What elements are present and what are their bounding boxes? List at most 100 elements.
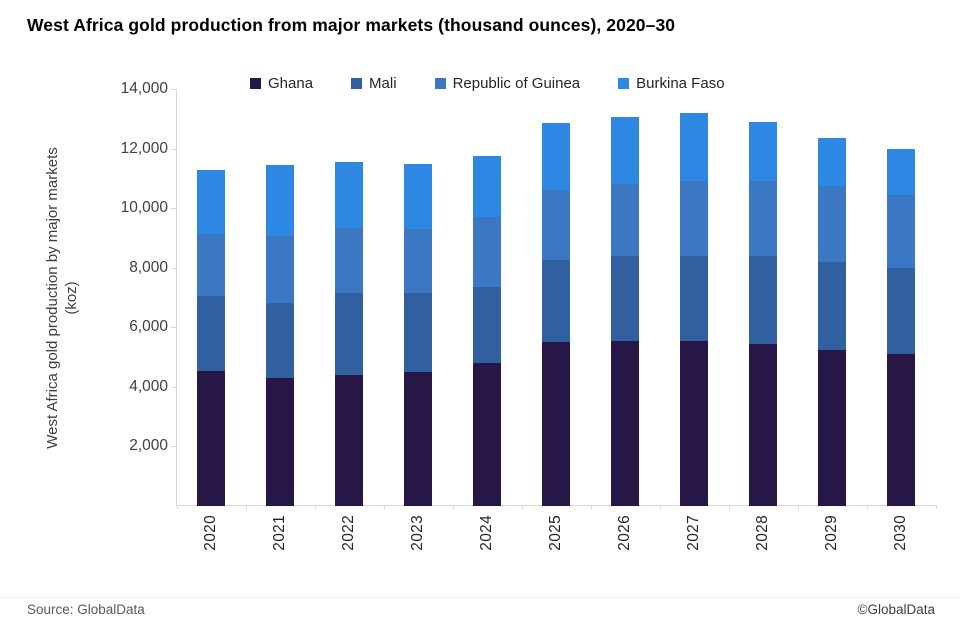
- bar-segment-mali-2029: [817, 261, 846, 350]
- y-tick-mark: [171, 446, 176, 448]
- bar-segment-mali-2022: [335, 293, 364, 375]
- bar-segment-republic-of-guinea-2029: [817, 185, 846, 262]
- x-tick-mark: [384, 505, 385, 509]
- bar-segment-burkina-faso-2021: [266, 164, 295, 237]
- bar-column-2028: 2028: [728, 89, 797, 551]
- bar-segment-republic-of-guinea-2021: [266, 236, 295, 304]
- bar-segment-mali-2021: [266, 303, 295, 378]
- x-tick-mark: [453, 505, 454, 509]
- y-tick-label: 10,000: [120, 199, 168, 217]
- x-axis-label-2025: 2025: [546, 515, 564, 551]
- bar-segment-republic-of-guinea-2027: [679, 181, 708, 256]
- y-tick-mark: [171, 208, 176, 210]
- x-axis-label-2021: 2021: [271, 515, 289, 551]
- y-tick-label: 4,000: [129, 377, 168, 395]
- bar-column-2025: 2025: [522, 89, 591, 551]
- bar-segment-ghana-2029: [817, 349, 846, 506]
- x-axis-label-2029: 2029: [822, 515, 840, 551]
- bar-stack-2020: [197, 169, 226, 506]
- bar-column-2024: 2024: [453, 89, 522, 551]
- y-tick-mark: [171, 267, 176, 269]
- x-axis-label-2024: 2024: [478, 515, 496, 551]
- bar-column-2027: 2027: [659, 89, 728, 551]
- y-tick-label: 2,000: [129, 437, 168, 455]
- bar-segment-republic-of-guinea-2020: [197, 233, 226, 296]
- chart-legend: Ghana Mali Republic of Guinea Burkina Faso: [250, 75, 725, 92]
- y-tick-label: 8,000: [129, 258, 168, 276]
- x-tick-mark: [246, 505, 247, 509]
- y-tick-mark: [171, 89, 176, 90]
- legend-label-ghana: Ghana: [268, 75, 314, 92]
- bar-column-2026: 2026: [590, 89, 659, 551]
- legend-item-republic-of-guinea: Republic of Guinea: [434, 75, 580, 92]
- bar-segment-ghana-2027: [679, 340, 708, 506]
- bar-segment-burkina-faso-2027: [679, 112, 708, 182]
- bar-column-2023: 2023: [384, 89, 453, 551]
- bar-segment-republic-of-guinea-2024: [473, 217, 502, 287]
- x-axis-label-2027: 2027: [684, 515, 702, 551]
- legend-swatch-icon: [250, 78, 261, 89]
- bar-segment-burkina-faso-2022: [335, 162, 364, 228]
- bar-segment-republic-of-guinea-2023: [404, 229, 433, 294]
- x-tick-mark: [522, 505, 523, 509]
- x-axis-label-2023: 2023: [409, 515, 427, 551]
- bar-segment-burkina-faso-2029: [817, 138, 846, 186]
- bar-segment-ghana-2020: [197, 370, 226, 506]
- y-tick-label: 6,000: [129, 318, 168, 336]
- bar-stack-2030: [886, 148, 915, 506]
- bar-column-2020: 2020: [177, 89, 246, 551]
- x-axis-label-2020: 2020: [202, 515, 220, 551]
- bar-segment-ghana-2025: [541, 342, 570, 506]
- bar-stack-2028: [748, 121, 777, 506]
- plot-area: 2020 2021 2022 2023 2024 2025 2026 2027 2028 2029…: [171, 89, 937, 551]
- bar-stack-2024: [473, 155, 502, 506]
- bar-segment-mali-2028: [748, 255, 777, 344]
- bar-segment-burkina-faso-2025: [541, 123, 570, 191]
- bar-column-2022: 2022: [315, 89, 384, 551]
- bar-segment-republic-of-guinea-2030: [886, 194, 915, 268]
- x-axis-label-2026: 2026: [615, 515, 633, 551]
- bar-segment-mali-2026: [610, 255, 639, 341]
- bar-column-2021: 2021: [246, 89, 315, 551]
- chart-title: West Africa gold production from major m…: [27, 15, 676, 35]
- footer-divider: [0, 597, 960, 598]
- x-tick-mark: [315, 505, 316, 509]
- y-tick-mark: [171, 148, 176, 150]
- x-axis-label-2030: 2030: [891, 515, 909, 551]
- bar-segment-ghana-2021: [266, 377, 295, 506]
- y-tick-mark: [171, 386, 176, 388]
- y-tick-label: 12,000: [120, 139, 168, 157]
- bar-stack-2027: [679, 112, 708, 506]
- x-tick-mark: [936, 505, 937, 509]
- legend-swatch-icon: [618, 78, 630, 89]
- legend-item-burkina-faso: Burkina Faso: [618, 75, 725, 92]
- bar-segment-mali-2020: [197, 296, 226, 371]
- copyright-text: ©GlobalData: [857, 602, 936, 617]
- bar-segment-ghana-2026: [610, 340, 639, 506]
- y-axis-title-line2: (koz): [63, 281, 80, 315]
- bar-stack-2029: [817, 138, 846, 506]
- y-tick-label: 14,000: [120, 80, 168, 97]
- x-tick-mark: [591, 505, 592, 509]
- legend-item-ghana: Ghana: [250, 75, 313, 92]
- bar-segment-ghana-2024: [473, 363, 502, 506]
- legend-item-mali: Mali: [351, 75, 397, 92]
- y-tick-mark: [171, 327, 176, 329]
- bar-segment-mali-2027: [679, 255, 708, 341]
- x-tick-mark: [729, 505, 730, 509]
- bar-segment-ghana-2030: [886, 354, 915, 506]
- legend-swatch-icon: [434, 78, 446, 89]
- x-tick-mark: [867, 505, 868, 509]
- y-axis-title-line1: West Africa gold production by major mar…: [44, 147, 61, 449]
- bar-stack-2021: [266, 164, 295, 506]
- bar-segment-burkina-faso-2028: [748, 121, 777, 182]
- bar-segment-ghana-2028: [748, 343, 777, 506]
- x-tick-mark: [177, 505, 178, 509]
- bar-segment-republic-of-guinea-2026: [610, 184, 639, 256]
- y-axis-title: West Africa gold production by major mar…: [43, 68, 81, 528]
- source-text: Source: GlobalData: [27, 602, 145, 617]
- legend-label-mali: Mali: [369, 75, 397, 92]
- bar-stack-2023: [404, 163, 433, 506]
- bar-segment-burkina-faso-2030: [886, 148, 915, 195]
